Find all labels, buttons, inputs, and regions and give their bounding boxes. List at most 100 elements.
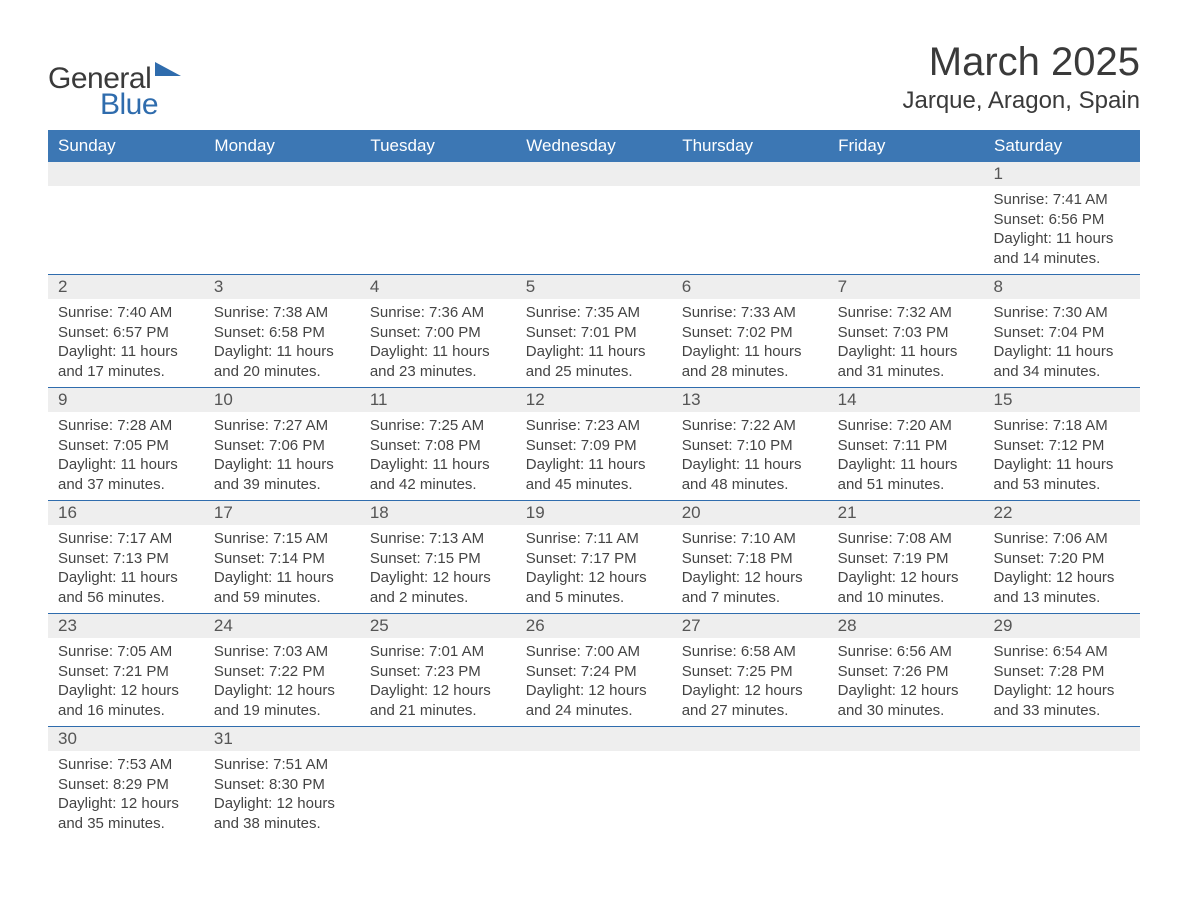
day-data-cell bbox=[516, 186, 672, 275]
daylight-text: Daylight: 11 hours bbox=[214, 568, 352, 588]
daylight-text: Daylight: 12 hours bbox=[370, 568, 508, 588]
day-data-cell: Sunrise: 7:20 AMSunset: 7:11 PMDaylight:… bbox=[828, 412, 984, 501]
day-number-cell: 12 bbox=[516, 388, 672, 413]
day-data-cell: Sunrise: 7:28 AMSunset: 7:05 PMDaylight:… bbox=[48, 412, 204, 501]
daylight-text: and 42 minutes. bbox=[370, 475, 508, 495]
day-number-cell: 6 bbox=[672, 275, 828, 300]
day-data-cell: Sunrise: 7:32 AMSunset: 7:03 PMDaylight:… bbox=[828, 299, 984, 388]
daylight-text: and 28 minutes. bbox=[682, 362, 820, 382]
day-number-cell bbox=[48, 162, 204, 186]
daylight-text: and 25 minutes. bbox=[526, 362, 664, 382]
day-number-cell: 23 bbox=[48, 614, 204, 639]
daylight-text: Daylight: 11 hours bbox=[994, 455, 1132, 475]
day-number-cell bbox=[204, 162, 360, 186]
day-data-cell: Sunrise: 7:25 AMSunset: 7:08 PMDaylight:… bbox=[360, 412, 516, 501]
sunset-text: Sunset: 7:14 PM bbox=[214, 549, 352, 569]
daylight-text: Daylight: 12 hours bbox=[994, 681, 1132, 701]
daylight-text: Daylight: 11 hours bbox=[214, 342, 352, 362]
day-data-cell: Sunrise: 7:40 AMSunset: 6:57 PMDaylight:… bbox=[48, 299, 204, 388]
sunset-text: Sunset: 7:05 PM bbox=[58, 436, 196, 456]
daylight-text: and 21 minutes. bbox=[370, 701, 508, 721]
daylight-text: and 16 minutes. bbox=[58, 701, 196, 721]
day-number-cell: 2 bbox=[48, 275, 204, 300]
sunrise-text: Sunrise: 6:56 AM bbox=[838, 642, 976, 662]
daylight-text: Daylight: 11 hours bbox=[526, 342, 664, 362]
day-data-cell bbox=[672, 751, 828, 839]
day-number-cell: 11 bbox=[360, 388, 516, 413]
day-number-cell: 25 bbox=[360, 614, 516, 639]
sunset-text: Sunset: 8:29 PM bbox=[58, 775, 196, 795]
day-data-row: Sunrise: 7:53 AMSunset: 8:29 PMDaylight:… bbox=[48, 751, 1140, 839]
daylight-text: Daylight: 11 hours bbox=[994, 229, 1132, 249]
day-number-row: 23242526272829 bbox=[48, 614, 1140, 639]
day-data-cell: Sunrise: 7:41 AMSunset: 6:56 PMDaylight:… bbox=[984, 186, 1140, 275]
sunset-text: Sunset: 6:58 PM bbox=[214, 323, 352, 343]
day-data-cell: Sunrise: 7:27 AMSunset: 7:06 PMDaylight:… bbox=[204, 412, 360, 501]
day-data-cell: Sunrise: 7:15 AMSunset: 7:14 PMDaylight:… bbox=[204, 525, 360, 614]
sunset-text: Sunset: 7:13 PM bbox=[58, 549, 196, 569]
daylight-text: Daylight: 11 hours bbox=[58, 455, 196, 475]
sunrise-text: Sunrise: 7:51 AM bbox=[214, 755, 352, 775]
sunset-text: Sunset: 7:20 PM bbox=[994, 549, 1132, 569]
daylight-text: and 45 minutes. bbox=[526, 475, 664, 495]
logo-blue: Blue bbox=[100, 88, 158, 122]
day-data-cell: Sunrise: 7:38 AMSunset: 6:58 PMDaylight:… bbox=[204, 299, 360, 388]
sunset-text: Sunset: 7:24 PM bbox=[526, 662, 664, 682]
day-number-cell: 21 bbox=[828, 501, 984, 526]
sunset-text: Sunset: 7:15 PM bbox=[370, 549, 508, 569]
daylight-text: Daylight: 11 hours bbox=[838, 455, 976, 475]
sunrise-text: Sunrise: 7:40 AM bbox=[58, 303, 196, 323]
sunset-text: Sunset: 7:06 PM bbox=[214, 436, 352, 456]
daylight-text: Daylight: 12 hours bbox=[838, 681, 976, 701]
daylight-text: Daylight: 12 hours bbox=[994, 568, 1132, 588]
sunset-text: Sunset: 7:03 PM bbox=[838, 323, 976, 343]
sunset-text: Sunset: 7:22 PM bbox=[214, 662, 352, 682]
sunrise-text: Sunrise: 7:01 AM bbox=[370, 642, 508, 662]
daylight-text: and 31 minutes. bbox=[838, 362, 976, 382]
day-number-cell: 4 bbox=[360, 275, 516, 300]
sunrise-text: Sunrise: 7:11 AM bbox=[526, 529, 664, 549]
day-data-cell bbox=[48, 186, 204, 275]
day-number-row: 16171819202122 bbox=[48, 501, 1140, 526]
daylight-text: Daylight: 11 hours bbox=[682, 455, 820, 475]
sunset-text: Sunset: 8:30 PM bbox=[214, 775, 352, 795]
sunset-text: Sunset: 7:10 PM bbox=[682, 436, 820, 456]
day-data-cell: Sunrise: 7:01 AMSunset: 7:23 PMDaylight:… bbox=[360, 638, 516, 727]
daylight-text: Daylight: 11 hours bbox=[214, 455, 352, 475]
daylight-text: and 34 minutes. bbox=[994, 362, 1132, 382]
day-data-cell bbox=[204, 186, 360, 275]
daylight-text: and 37 minutes. bbox=[58, 475, 196, 495]
sunset-text: Sunset: 7:23 PM bbox=[370, 662, 508, 682]
day-number-cell: 30 bbox=[48, 727, 204, 752]
daylight-text: Daylight: 11 hours bbox=[682, 342, 820, 362]
sunrise-text: Sunrise: 7:03 AM bbox=[214, 642, 352, 662]
sunset-text: Sunset: 7:19 PM bbox=[838, 549, 976, 569]
page-header: General Blue March 2025 Jarque, Aragon, … bbox=[48, 40, 1140, 122]
month-title: March 2025 bbox=[902, 40, 1140, 85]
day-number-cell: 31 bbox=[204, 727, 360, 752]
sunrise-text: Sunrise: 7:41 AM bbox=[994, 190, 1132, 210]
day-number-cell: 7 bbox=[828, 275, 984, 300]
sunrise-text: Sunrise: 7:05 AM bbox=[58, 642, 196, 662]
day-number-cell: 17 bbox=[204, 501, 360, 526]
weekday-header: Wednesday bbox=[516, 130, 672, 162]
day-number-cell: 27 bbox=[672, 614, 828, 639]
day-data-cell: Sunrise: 7:10 AMSunset: 7:18 PMDaylight:… bbox=[672, 525, 828, 614]
day-number-cell bbox=[360, 727, 516, 752]
day-data-cell: Sunrise: 7:22 AMSunset: 7:10 PMDaylight:… bbox=[672, 412, 828, 501]
daylight-text: and 14 minutes. bbox=[994, 249, 1132, 269]
daylight-text: and 35 minutes. bbox=[58, 814, 196, 834]
day-data-cell: Sunrise: 7:00 AMSunset: 7:24 PMDaylight:… bbox=[516, 638, 672, 727]
daylight-text: Daylight: 12 hours bbox=[838, 568, 976, 588]
sunset-text: Sunset: 7:00 PM bbox=[370, 323, 508, 343]
day-data-row: Sunrise: 7:05 AMSunset: 7:21 PMDaylight:… bbox=[48, 638, 1140, 727]
daylight-text: and 13 minutes. bbox=[994, 588, 1132, 608]
daylight-text: and 53 minutes. bbox=[994, 475, 1132, 495]
day-number-cell: 28 bbox=[828, 614, 984, 639]
daylight-text: Daylight: 12 hours bbox=[214, 681, 352, 701]
sunrise-text: Sunrise: 7:23 AM bbox=[526, 416, 664, 436]
day-number-cell: 5 bbox=[516, 275, 672, 300]
day-number-cell bbox=[516, 727, 672, 752]
day-data-cell bbox=[360, 186, 516, 275]
day-data-row: Sunrise: 7:40 AMSunset: 6:57 PMDaylight:… bbox=[48, 299, 1140, 388]
